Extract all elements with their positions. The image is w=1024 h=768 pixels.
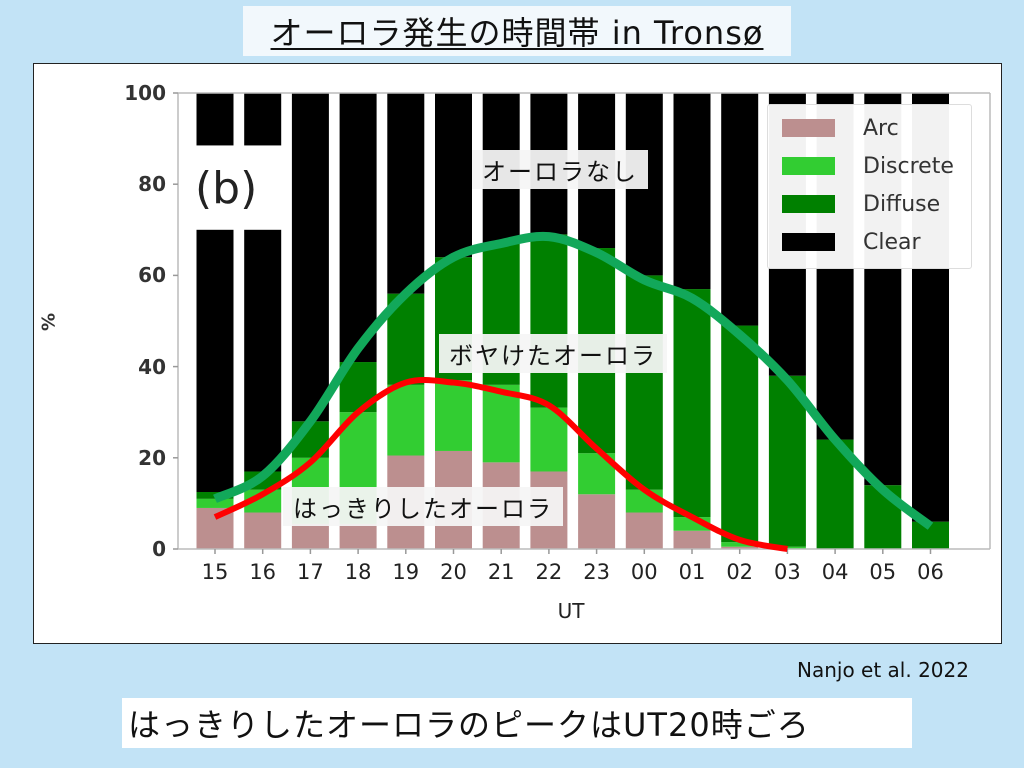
y-tick-label: 20 [138,445,166,470]
legend-item-clear: Clear [782,227,921,257]
annotation-diffuse-aurora: ボヤけたオーロラ [439,334,667,373]
slide-title: オーロラ発生の時間帯 in Tronsø [270,14,764,52]
axes-group [173,92,991,554]
clear-aurora-trend-line [213,376,788,552]
bar-segment-arc [291,523,329,549]
x-tick-label: 15 [201,560,229,584]
diffuse-trend-line [213,231,934,530]
legend-label-clear: Clear [863,229,921,255]
x-tick-label: 20 [440,560,467,584]
bar-segment-discrete [482,384,520,463]
panel-label: (b) [195,163,258,214]
y-tick-label: 40 [138,354,166,379]
annotation-clear-aurora: はっきりしたオーロラ [283,487,563,526]
x-tick-label: 01 [678,560,706,584]
bar-segment-diffuse [530,234,568,408]
legend-swatch-arc [782,119,835,137]
x-tick-label: 06 [917,560,944,584]
bar-segment-discrete [244,489,282,513]
bar-segment-discrete [435,380,472,451]
bar-segment-arc [673,530,711,549]
bar-segment-discrete [387,384,425,456]
panel-label-background [190,145,290,230]
x-tick-label: 23 [583,560,610,584]
legend-label-diffuse: Diffuse [863,191,941,217]
chart-legend: Arc Discrete Diffuse Clear [767,104,972,269]
bar-segment-clear [291,93,329,422]
annotation-no-aurora: オーロラなし [472,150,648,189]
x-tick-label: 00 [630,560,658,584]
y-axis-label: % [38,312,60,332]
legend-item-discrete: Discrete [782,151,954,181]
bar-segment-discrete [196,498,234,508]
bar-segment-clear [435,93,472,258]
y-tick-label: 0 [152,537,166,561]
bar-segment-clear [721,93,759,326]
legend-label-discrete: Discrete [863,153,954,179]
x-tick-label: 22 [535,560,563,584]
y-tick-label: 60 [138,263,166,288]
x-tick-label: 21 [487,560,515,584]
x-tick-label: 16 [249,560,277,584]
bar-segment-clear [673,93,711,290]
x-tick-label: 02 [726,560,754,584]
x-tick-label: 03 [774,560,801,584]
x-tick-label: 04 [821,560,849,584]
legend-item-arc: Arc [782,113,899,143]
x-tick-label: 19 [392,560,420,584]
bar-segment-arc [721,546,759,549]
legend-swatch-discrete [782,157,835,175]
legend-swatch-diffuse [782,195,835,213]
bar-segment-diffuse [721,325,759,543]
caption-box: はっきりしたオーロラのピークはUT20時ごろ [122,698,912,748]
citation-credit: Nanjo et al. 2022 [797,658,969,682]
bar-segment-arc [339,523,377,549]
bar-segment-arc [244,512,282,549]
x-tick-label: 17 [297,560,324,584]
bar-segment-diffuse [673,289,711,518]
trend-lines-group [213,231,934,552]
bar-segment-diffuse [625,275,663,490]
bar-segment-clear [339,93,377,363]
bar-segment-arc [625,512,663,549]
legend-item-diffuse: Diffuse [782,189,940,219]
y-tick-label: 100 [124,81,166,105]
x-tick-label: 05 [869,560,897,584]
caption-text: はっきりしたオーロラのピークはUT20時ごろ [128,706,810,744]
bar-segment-diffuse [768,375,806,547]
x-tick-label: 18 [344,560,372,584]
legend-label-arc: Arc [863,115,899,141]
bar-segment-discrete [721,542,759,547]
bar-segment-arc [578,494,616,549]
bar-segment-clear [387,93,425,294]
x-axis-label: UT [557,599,585,623]
slide-title-box: オーロラ発生の時間帯 in Tronsø [243,6,791,56]
legend-swatch-clear [782,233,835,251]
y-tick-label: 80 [138,172,166,197]
